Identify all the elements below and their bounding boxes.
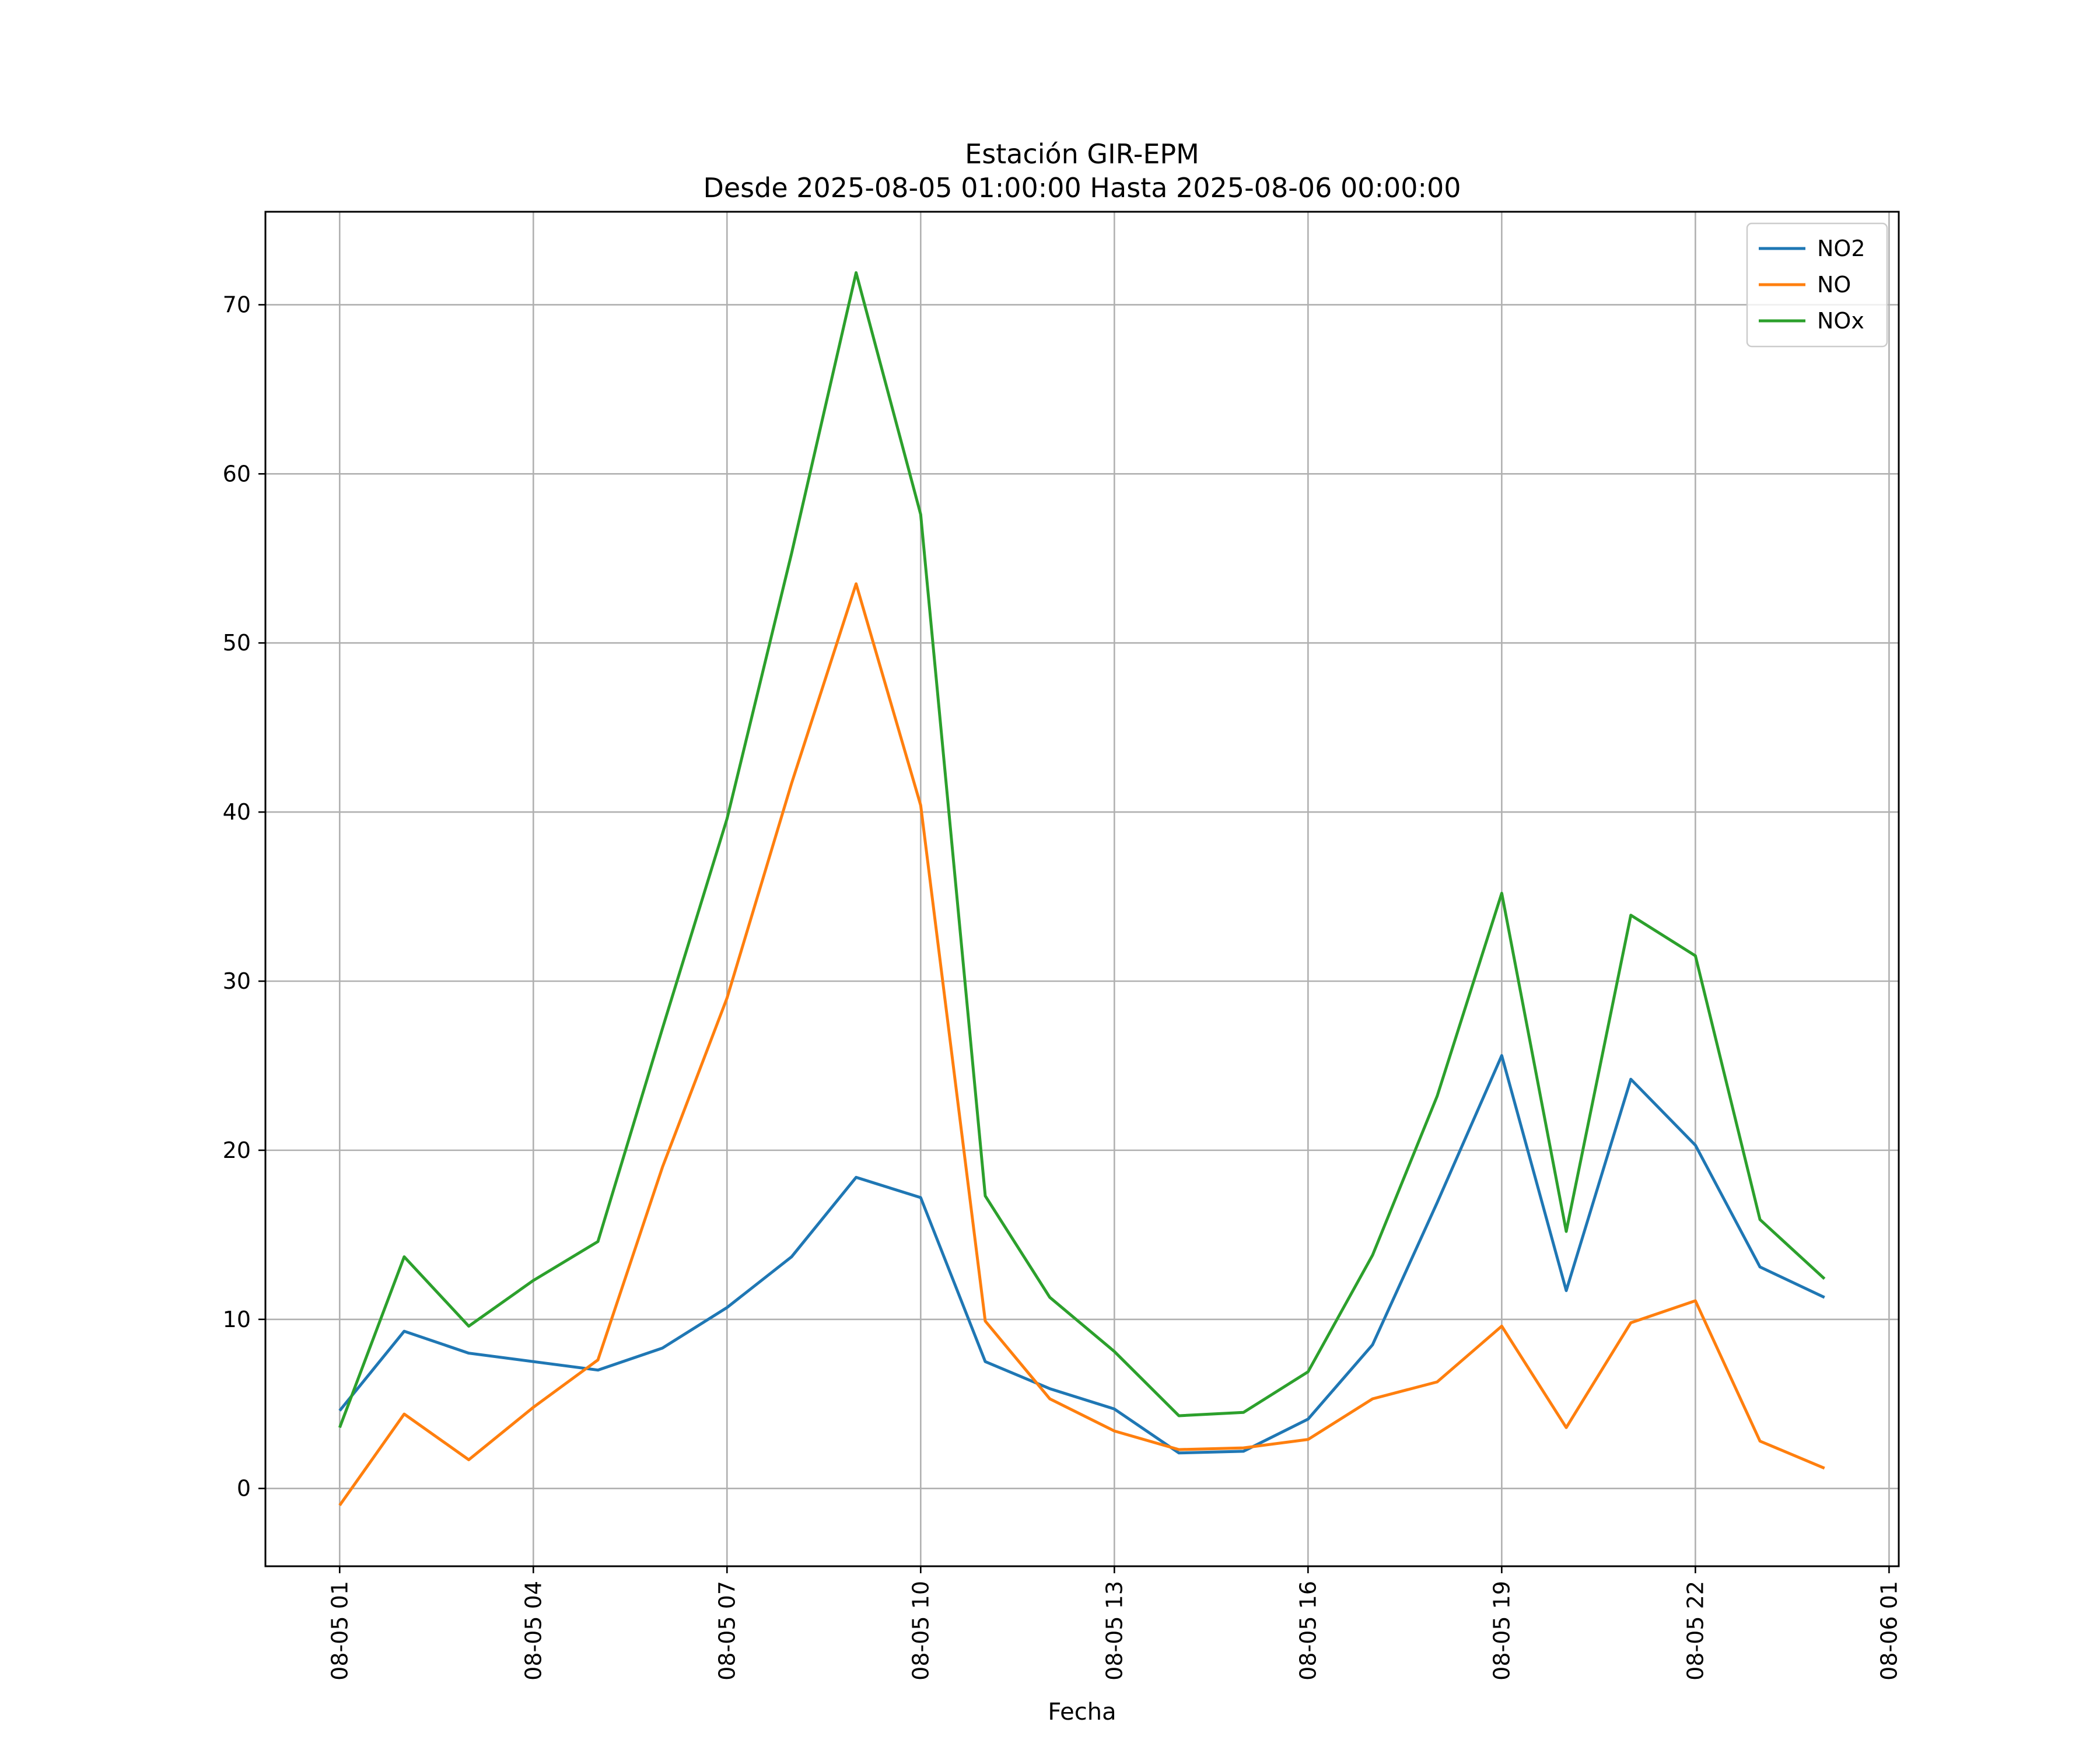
grid [265,212,1899,1566]
chart-subtitle: Desde 2025-08-05 01:00:00 Hasta 2025-08-… [703,172,1461,204]
series-line-no2 [338,1054,1825,1455]
y-tick-label: 20 [223,1138,251,1163]
y-tick-label: 30 [223,968,251,994]
axis-ticks: 08-05 01 08-05 04 08-05 07 08-05 10 08-05 13… [223,292,1902,1680]
series-lines [338,271,1826,1507]
series-line-nox [338,271,1826,1429]
legend-label: NO [1817,272,1851,298]
y-tick-label: 40 [223,799,251,825]
legend-box [1746,222,1888,348]
x-tick-label: 08-05 19 [1489,1581,1514,1681]
x-tick-label: 08-05 10 [908,1581,933,1681]
y-tick-label: 10 [223,1307,251,1332]
legend-label: NOx [1817,308,1864,334]
chart-title: Estación GIR-EPM [965,138,1199,170]
y-tick-label: 60 [223,461,251,487]
x-tick-label: 08-06 01 [1876,1581,1902,1681]
y-tick-label: 50 [223,630,251,656]
legend: NO2 NO NOx [1746,222,1888,348]
x-tick-label: 08-05 01 [327,1581,352,1681]
x-axis-label: Fecha [1048,1699,1116,1726]
series-line-no [338,582,1825,1507]
x-tick-label: 08-05 13 [1101,1581,1127,1681]
plot-area-frame [264,211,1900,1567]
x-tick-label: 08-05 07 [714,1581,740,1681]
x-tick-label: 08-05 16 [1295,1581,1321,1681]
y-tick-label: 70 [223,292,251,317]
x-tick-label: 08-05 22 [1682,1581,1708,1681]
legend-label: NO2 [1817,236,1866,261]
x-tick-label: 08-05 04 [520,1581,546,1681]
y-tick-label: 0 [237,1476,251,1502]
